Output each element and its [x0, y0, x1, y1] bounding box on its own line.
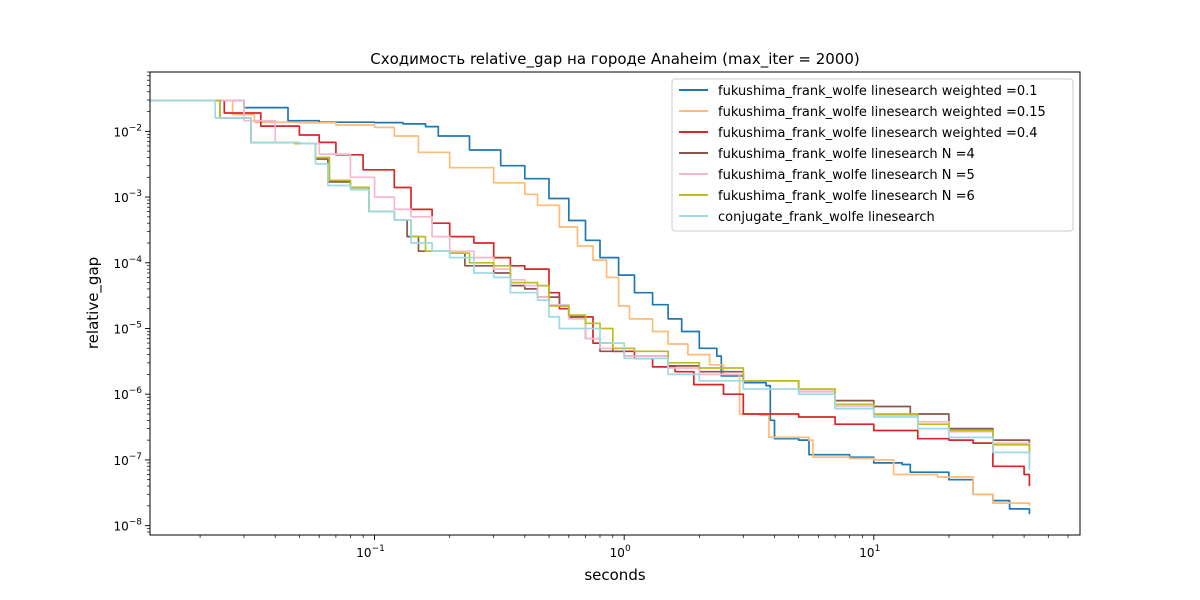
legend: fukushima_frank_wolfe linesearch weighte…	[671, 78, 1074, 232]
x-tick-label: 100	[610, 544, 631, 560]
series-line-2	[150, 99, 1031, 506]
y-axis: 10−8 10−7 10−6 10−5 10−4 10−3 10−2	[113, 71, 150, 534]
series-layer	[150, 99, 1031, 515]
y-axis-label: relative_gap	[84, 257, 103, 349]
plot-frame	[149, 71, 1081, 536]
y-tick-label: 10−6	[113, 386, 142, 402]
y-tick-label: 10−7	[113, 452, 142, 468]
legend-label-5: fukushima_frank_wolfe linesearch N =5	[718, 168, 975, 183]
series-line-1	[150, 99, 1031, 515]
legend-label-4: fukushima_frank_wolfe linesearch N =4	[718, 147, 975, 162]
x-axis: 10−1 100 101	[199, 535, 1069, 560]
x-axis-label: seconds	[584, 566, 645, 584]
legend-label-3: fukushima_frank_wolfe linesearch weighte…	[718, 126, 1038, 141]
y-tick-label: 10−4	[113, 255, 142, 271]
legend-box	[671, 78, 1074, 232]
series-line-7	[150, 99, 1031, 471]
y-tick-label: 10−8	[113, 518, 142, 534]
legend-label-7: conjugate_frank_wolfe linesearch	[718, 210, 935, 225]
chart-title: Сходимость relative_gap на городе Anahei…	[370, 50, 860, 69]
y-tick-label: 10−5	[113, 320, 142, 336]
x-tick-label: 101	[859, 544, 880, 560]
y-tick-label: 10−2	[113, 123, 142, 139]
legend-label-2: fukushima_frank_wolfe linesearch weighte…	[718, 105, 1046, 120]
y-tick-label: 10−3	[113, 189, 142, 205]
x-tick-label: 10−1	[356, 544, 385, 560]
legend-label-6: fukushima_frank_wolfe linesearch N =6	[718, 189, 975, 204]
legend-label-1: fukushima_frank_wolfe linesearch weighte…	[718, 84, 1038, 99]
